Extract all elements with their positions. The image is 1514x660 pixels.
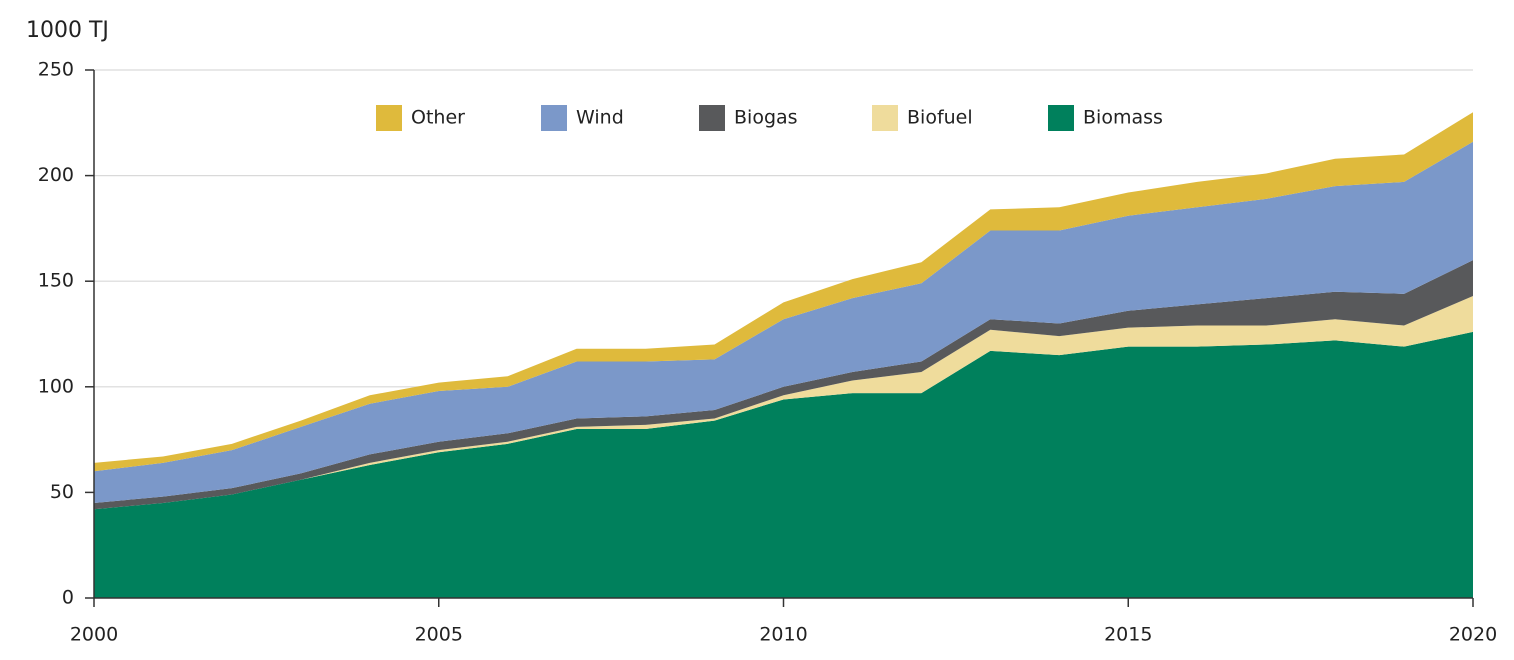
- y-tick-label: 200: [38, 164, 74, 186]
- legend-swatch: [376, 105, 402, 131]
- areas: [94, 112, 1473, 598]
- legend-swatch: [541, 105, 567, 131]
- x-tick-label: 2010: [759, 624, 807, 646]
- legend-label: Biomass: [1083, 107, 1163, 129]
- legend-swatch: [872, 105, 898, 131]
- legend-label: Other: [411, 107, 465, 129]
- legend-label: Wind: [576, 107, 624, 129]
- legend-label: Biogas: [734, 107, 798, 129]
- legend-swatch: [1048, 105, 1074, 131]
- y-tick-label: 100: [38, 375, 74, 397]
- legend: Other Wind Biogas Biofuel Biomass: [376, 105, 1163, 131]
- y-axis-label: 1000 TJ: [26, 18, 109, 43]
- x-tick-label: 2005: [415, 624, 463, 646]
- area: [94, 141, 1473, 503]
- x-tick-label: 2015: [1104, 624, 1152, 646]
- legend-swatch: [699, 105, 725, 131]
- area: [94, 331, 1473, 598]
- axes: 0 50 100 150 200 250 2000 2005 2010 2015 2020: [38, 59, 1497, 646]
- y-tick-label: 0: [62, 587, 74, 609]
- y-tick-label: 250: [38, 59, 74, 81]
- x-tick-label: 2000: [70, 624, 118, 646]
- legend-label: Biofuel: [907, 107, 973, 129]
- y-tick-label: 50: [50, 481, 74, 503]
- area: [94, 260, 1473, 510]
- y-tick-label: 150: [38, 270, 74, 292]
- x-tick-label: 2020: [1449, 624, 1497, 646]
- area: [94, 112, 1473, 472]
